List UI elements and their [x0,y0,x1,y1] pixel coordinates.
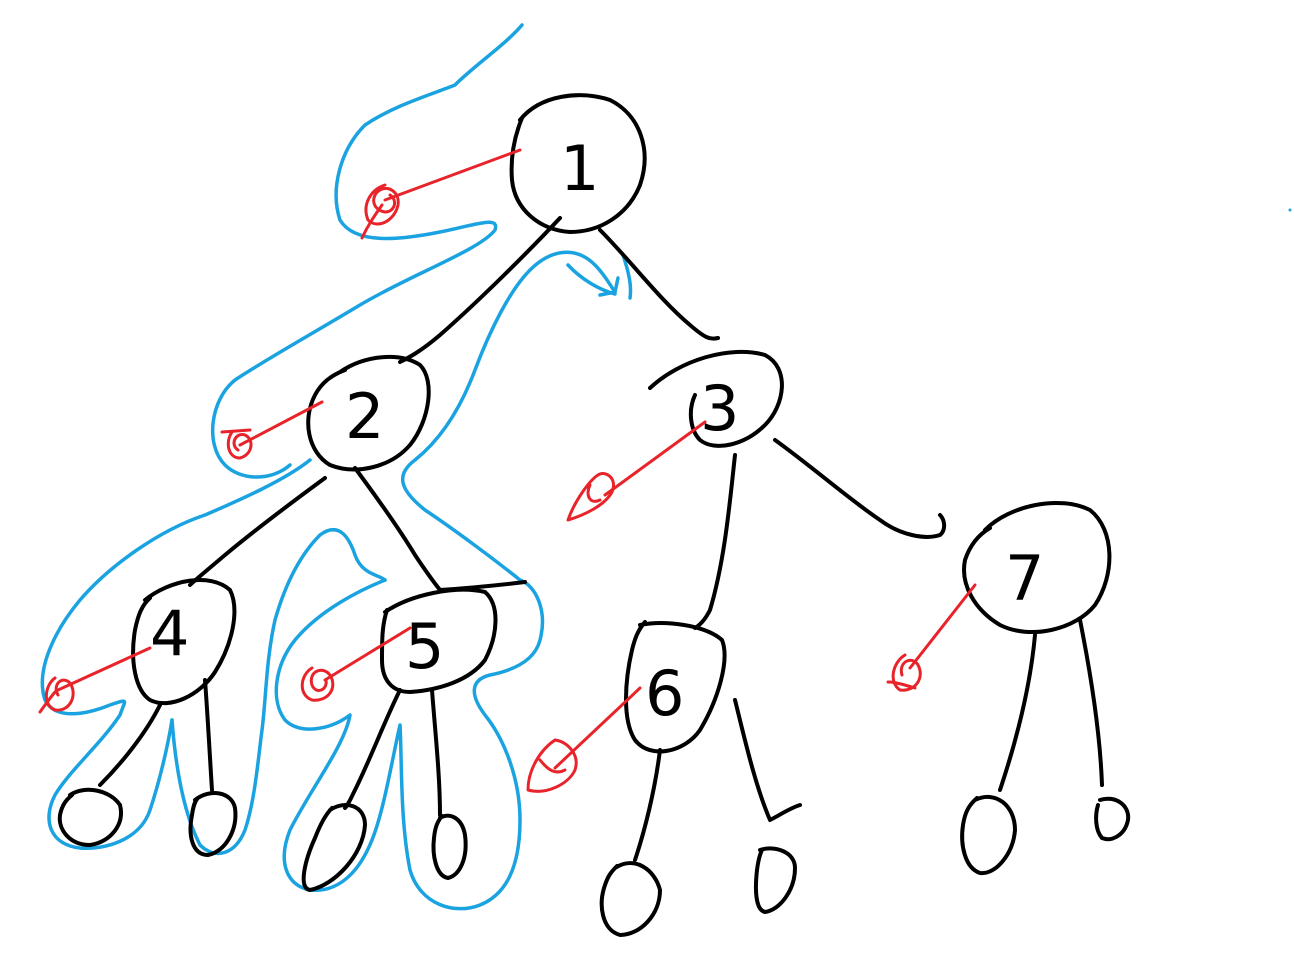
traversal-outline-upper [211,23,524,479]
traversal-path [40,23,633,911]
node-7-circle [962,501,1112,634]
visit-arrow-5 [300,626,412,702]
edge-5-left [343,688,402,810]
edge-1-2 [398,216,562,364]
visit-arrow-2 [220,400,324,460]
edge-2-5 [353,466,442,592]
node-5-circle [380,587,498,694]
node-label-6: 6 [645,657,684,730]
stray-dot [1288,208,1292,212]
traversal-outline-left [40,458,312,850]
node-label-4: 4 [150,597,189,670]
visit-arrow-1 [360,148,522,240]
edge-4-right [203,678,214,792]
edge-5-right [430,688,442,817]
node-6-circle [624,620,727,754]
node-2-circle [306,354,431,472]
node-label-3: 3 [700,372,739,445]
node-1-circle [509,93,647,234]
traversal-outline-node4-right [170,527,387,856]
node-3-circle [648,350,784,448]
edge-2-4 [188,476,327,587]
node-label-2: 2 [345,380,384,453]
traversal-outline-return [400,250,633,582]
leaf-4-right [188,791,238,857]
leaf-7-right [1094,796,1131,841]
visit-arrow-4 [38,646,152,714]
tree-nodes [57,93,1131,937]
edge-6-right [733,698,802,822]
node-labels: 1 2 3 4 5 6 7 [150,132,1044,730]
node-label-1: 1 [560,132,599,205]
edge-7-left [998,633,1037,792]
visit-arrow-6 [526,686,642,793]
node-label-7: 7 [1005,542,1044,615]
edge-1-3 [598,228,720,341]
leaf-5-right [431,813,468,880]
tree-edges [98,216,1104,862]
visit-arrow-3 [566,420,707,522]
edge-7-right [1078,618,1104,787]
traversal-outline-node5 [274,578,545,911]
leaf-4-left [57,787,123,847]
leaf-6-left [599,861,662,937]
node-label-5: 5 [405,610,444,683]
leaf-6-right [754,846,797,914]
leaf-7-left [960,794,1017,876]
edge-6-left [633,748,662,862]
edge-3-6 [693,453,737,630]
visit-arrow-7 [886,583,977,692]
node-4-circle [131,577,237,706]
edge-4-left [98,703,162,787]
leaf-5-left [301,803,367,892]
edge-3-7 [773,438,947,539]
visit-arrows [38,148,977,793]
